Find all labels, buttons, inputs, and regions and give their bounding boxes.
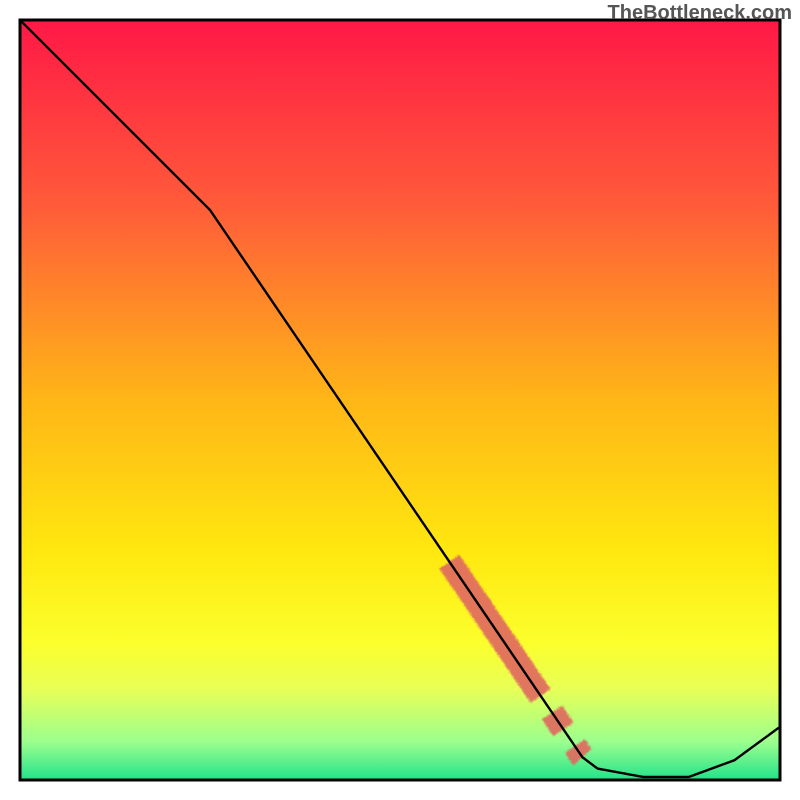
chart-svg	[0, 0, 800, 800]
chart-root: TheBottleneck.com	[0, 0, 800, 800]
